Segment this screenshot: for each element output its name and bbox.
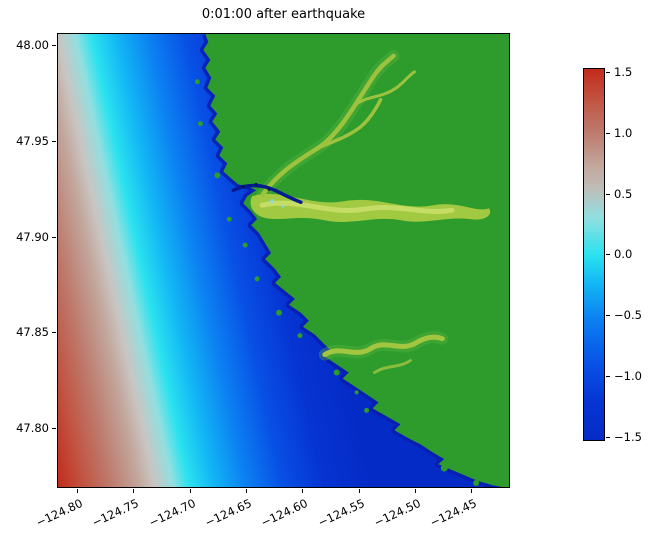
colorbar-tick-mark — [606, 72, 610, 73]
colorbar-tick-label: −1.5 — [614, 429, 642, 444]
x-tick-mark — [245, 489, 247, 493]
colorbar-tick-label: −1.0 — [614, 369, 642, 384]
colorbar — [583, 68, 605, 441]
y-tick-mark — [52, 140, 56, 142]
x-tick-label: −124.70 — [146, 496, 198, 530]
estuary-channel-highlight — [259, 200, 455, 214]
y-tick-label: 47.85 — [16, 325, 49, 340]
y-tick-label: 47.80 — [16, 421, 49, 435]
colorbar-tick-mark — [606, 254, 610, 256]
x-tick-label: −124.65 — [202, 496, 254, 530]
colorbar-tick-label: 1.0 — [614, 125, 633, 140]
x-tick-label: −124.80 — [33, 496, 85, 530]
colorbar-tick-mark — [606, 193, 610, 195]
x-tick-mark — [77, 489, 78, 493]
y-tick-label: 48.00 — [16, 38, 49, 52]
y-tick-mark — [52, 236, 56, 238]
river-mouth-channel — [231, 182, 303, 208]
colorbar-tick-mark — [606, 132, 610, 134]
colorbar-tick-label: 1.5 — [614, 65, 633, 79]
x-tick-mark — [358, 489, 360, 493]
colorbar-tick-mark — [606, 315, 610, 317]
x-tick-label: −124.50 — [371, 496, 423, 530]
y-tick-mark — [52, 428, 56, 429]
plot-area — [57, 33, 510, 488]
x-tick-label: −124.75 — [90, 496, 142, 530]
colorbar-tick-label: 0.0 — [614, 247, 633, 262]
south-river — [322, 334, 445, 374]
colorbar-tick-mark — [606, 376, 610, 378]
y-tick-label: 47.95 — [16, 133, 49, 148]
y-tick-mark — [52, 45, 56, 46]
x-tick-mark — [133, 489, 135, 493]
colorbar-tick-label: 0.5 — [614, 186, 633, 201]
x-tick-mark — [189, 489, 191, 493]
x-tick-label: −124.45 — [427, 496, 480, 530]
x-tick-mark — [302, 489, 304, 493]
offshore-islands — [194, 79, 480, 487]
x-tick-mark — [414, 489, 416, 493]
colorbar-tick-label: −0.5 — [614, 308, 642, 323]
north-river — [259, 53, 416, 198]
land-mass — [203, 34, 509, 487]
x-tick-mark — [471, 489, 473, 493]
x-tick-label: −124.55 — [315, 496, 367, 530]
x-tick-label: −124.60 — [258, 496, 311, 530]
colorbar-tick-mark — [606, 436, 610, 438]
y-tick-mark — [52, 332, 56, 334]
y-tick-label: 47.90 — [16, 229, 49, 244]
map-canvas — [58, 34, 509, 487]
plot-title: 0:01:00 after earthquake — [201, 7, 366, 22]
